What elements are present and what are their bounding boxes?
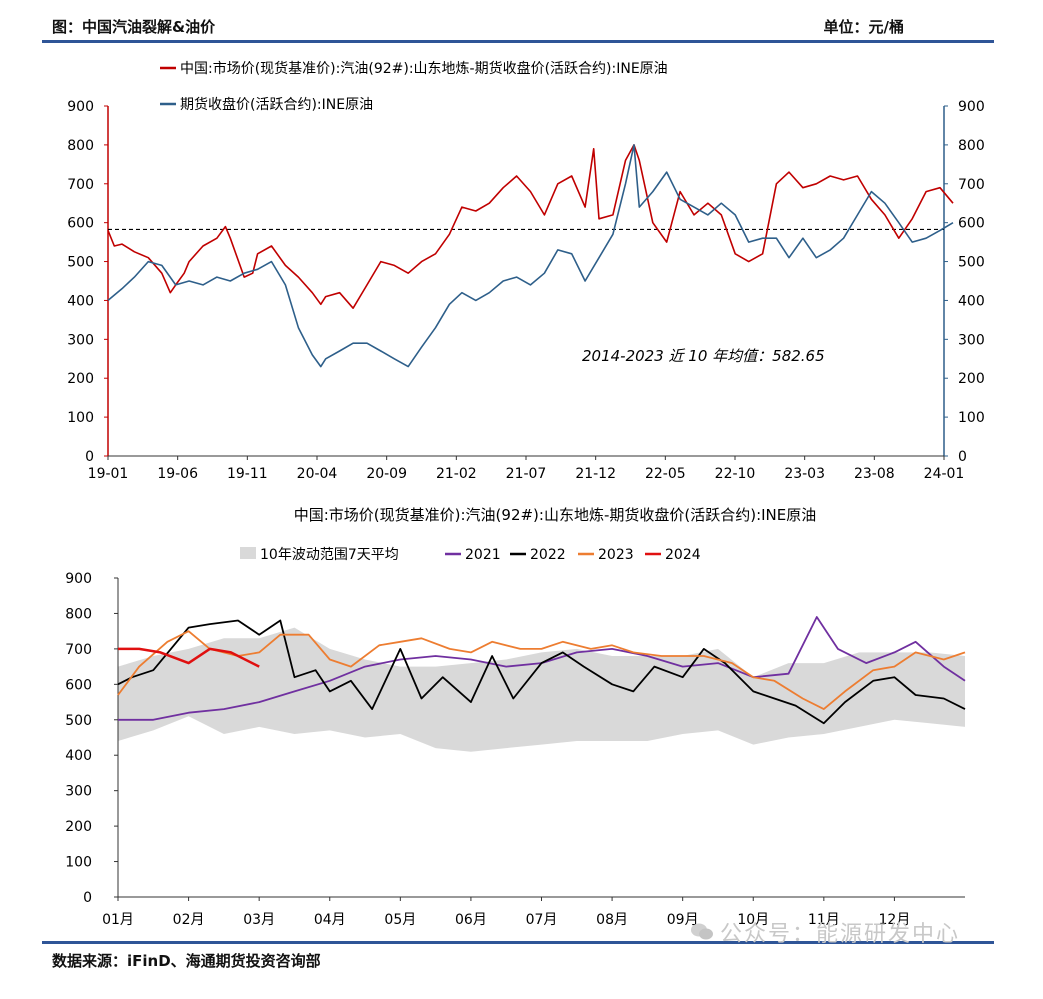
x-tick-label: 08月: [596, 912, 628, 928]
y-tick-label: 100: [65, 855, 92, 871]
y-right-tick-label: 800: [958, 138, 985, 154]
x-tick-label: 10月: [737, 912, 769, 928]
y-tick-label: 400: [65, 748, 92, 764]
y-left-tick-label: 100: [67, 410, 94, 426]
watermark: 公众号：能源研发中心: [720, 922, 961, 947]
legend-label-1: 中国:市场价(现货基准价):汽油(92#):山东地炼-期货收盘价(活跃合约):I…: [180, 60, 668, 77]
top-rule: [42, 40, 994, 43]
y-left-tick-label: 900: [67, 99, 94, 115]
wechat-icon: [691, 923, 713, 940]
x-tick-label: 22-05: [645, 466, 686, 482]
x-tick-label: 23-03: [784, 466, 825, 482]
x-tick-label: 03月: [243, 912, 275, 928]
y-right-tick-label: 700: [958, 177, 985, 193]
x-tick-label: 20-09: [366, 466, 407, 482]
y-left-tick-label: 600: [67, 216, 94, 232]
legend-label-3: 2022: [530, 547, 566, 563]
x-tick-label: 07月: [526, 912, 558, 928]
legend-label-5: 2024: [665, 547, 701, 563]
series-line-2022: [117, 619, 966, 725]
legend-label-4: 2023: [598, 547, 634, 563]
x-tick-label: 19-01: [88, 466, 129, 482]
range-band: [118, 627, 965, 752]
y-left-tick-label: 0: [85, 449, 94, 465]
x-tick-label: 21-07: [506, 466, 547, 482]
y-left-tick-label: 300: [67, 332, 94, 348]
y-right-tick-label: 100: [958, 410, 985, 426]
series-line-2021: [118, 616, 966, 721]
x-tick-label: 19-11: [227, 466, 268, 482]
y-tick-label: 0: [83, 890, 92, 906]
figure-title: 图：中国汽油裂解&油价: [52, 18, 216, 36]
x-tick-label: 20-04: [297, 466, 338, 482]
y-left-tick-label: 500: [67, 255, 94, 271]
x-tick-label: 06月: [455, 912, 487, 928]
x-tick-label: 24-01: [924, 466, 965, 482]
legend-label-1: 10年波动范围7天平均: [260, 546, 399, 563]
legend-swatch-band: [240, 547, 256, 559]
y-tick-label: 500: [65, 713, 92, 729]
x-tick-label: 04月: [314, 912, 346, 928]
chart-header: 图：中国汽油裂解&油价 单位：元/桶: [42, 8, 994, 38]
x-tick-label: 21-12: [575, 466, 616, 482]
y-left-tick-label: 700: [67, 177, 94, 193]
y-tick-label: 700: [65, 642, 92, 658]
y-tick-label: 300: [65, 784, 92, 800]
y-left-tick-label: 200: [67, 371, 94, 387]
x-tick-label: 23-08: [854, 466, 895, 482]
y-right-tick-label: 0: [958, 449, 967, 465]
chart-spread-vs-ine: 中国:市场价(现货基准价):汽油(92#):山东地炼-期货收盘价(活跃合约):I…: [67, 60, 985, 482]
y-left-tick-label: 800: [67, 138, 94, 154]
y-tick-label: 600: [65, 677, 92, 693]
source-note: 数据来源：iFinD、海通期货投资咨询部: [52, 952, 321, 970]
y-tick-label: 200: [65, 819, 92, 835]
y-tick-label: 900: [65, 571, 92, 587]
legend-label-2: 2021: [465, 547, 501, 563]
series-line-1: [107, 144, 954, 310]
series-line-2024: [118, 647, 260, 668]
x-tick-label: 22-10: [715, 466, 756, 482]
series-line-2023: [117, 630, 966, 711]
bottom-rule: [42, 941, 994, 944]
x-tick-label: 21-02: [436, 466, 477, 482]
y-left-tick-label: 400: [67, 293, 94, 309]
mean-annotation: 2014-2023 近 10 年均值：582.65: [582, 347, 825, 365]
chart2-title: 中国:市场价(现货基准价):汽油(92#):山东地炼-期货收盘价(活跃合约):I…: [294, 506, 817, 524]
x-tick-label: 09月: [667, 912, 699, 928]
chart-seasonal-spread: 中国:市场价(现货基准价):汽油(92#):山东地炼-期货收盘价(活跃合约):I…: [65, 506, 966, 928]
x-tick-label: 02月: [173, 912, 205, 928]
y-right-tick-label: 600: [958, 216, 985, 232]
y-tick-label: 800: [65, 606, 92, 622]
y-right-tick-label: 400: [958, 293, 985, 309]
x-tick-label: 12月: [879, 912, 911, 928]
x-tick-label: 19-06: [157, 466, 198, 482]
y-right-tick-label: 900: [958, 99, 985, 115]
x-tick-label: 11月: [808, 912, 840, 928]
y-right-tick-label: 300: [958, 332, 985, 348]
y-right-tick-label: 500: [958, 255, 985, 271]
x-tick-label: 05月: [384, 912, 416, 928]
y-right-tick-label: 200: [958, 371, 985, 387]
legend-label-2: 期货收盘价(活跃合约):INE原油: [180, 96, 373, 113]
x-tick-label: 01月: [102, 912, 134, 928]
unit-label: 单位：元/桶: [823, 18, 904, 36]
series-line-2: [107, 144, 954, 368]
